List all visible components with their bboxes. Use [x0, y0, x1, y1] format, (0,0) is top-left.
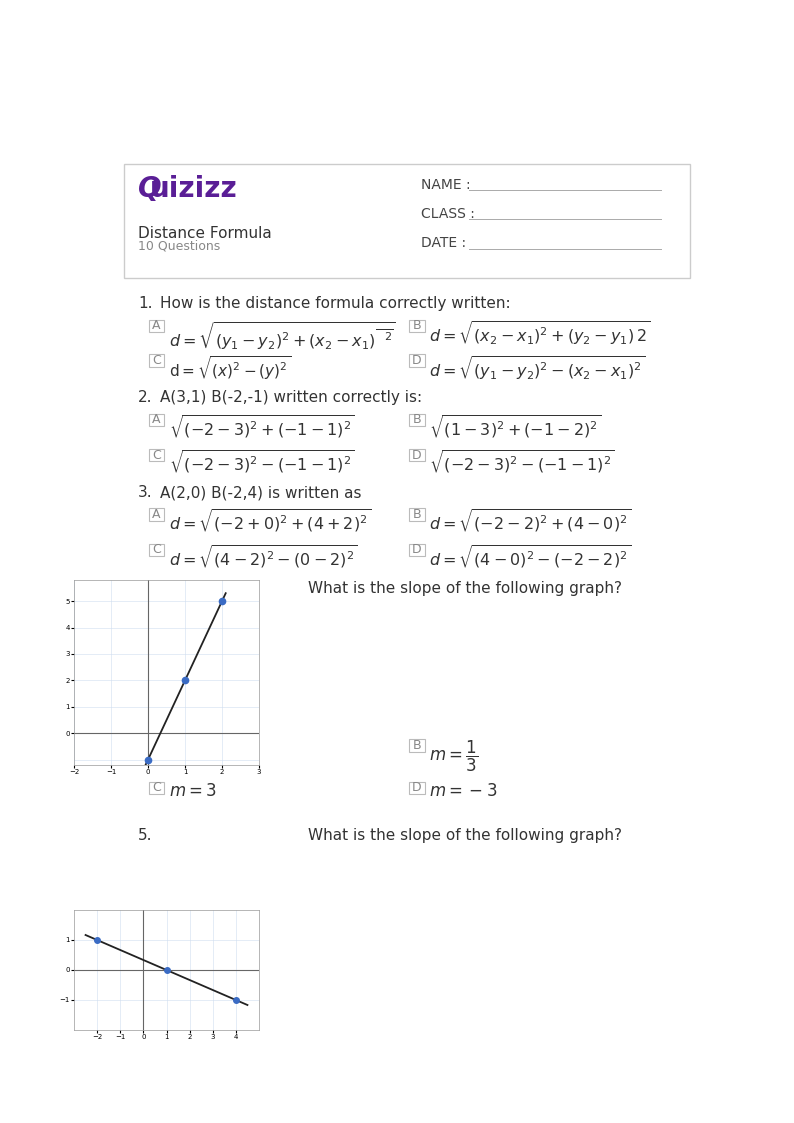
- Text: A(2,0) B(-2,4) is written as: A(2,0) B(-2,4) is written as: [160, 485, 361, 500]
- Text: DATE :: DATE :: [421, 237, 466, 250]
- Text: 2.: 2.: [138, 391, 152, 405]
- Text: D: D: [412, 448, 422, 462]
- Bar: [409, 413, 425, 426]
- Bar: [148, 782, 164, 794]
- Text: What is the slope of the following graph?: What is the slope of the following graph…: [309, 828, 622, 842]
- Text: $d = \sqrt{(4-0)^2-(-2-2)^2}$: $d = \sqrt{(4-0)^2-(-2-2)^2}$: [430, 544, 631, 570]
- Bar: [148, 739, 164, 751]
- Text: $\sqrt{(1-3)^2+(-1-2)^2}$: $\sqrt{(1-3)^2+(-1-2)^2}$: [430, 413, 602, 440]
- Bar: [409, 354, 425, 366]
- Text: 4.: 4.: [138, 582, 152, 596]
- Text: 3.: 3.: [138, 485, 152, 500]
- Bar: [409, 320, 425, 332]
- Text: $m = \dfrac{1}{3}$: $m = \dfrac{1}{3}$: [430, 739, 479, 775]
- Text: NAME :: NAME :: [421, 177, 471, 192]
- Text: 1.: 1.: [138, 296, 152, 311]
- Text: $d = \sqrt{(-2+0)^2+(4+2)^2}$: $d = \sqrt{(-2+0)^2+(4+2)^2}$: [169, 509, 371, 536]
- Text: What is the slope of the following graph?: What is the slope of the following graph…: [309, 582, 622, 596]
- Text: 10 Questions: 10 Questions: [138, 239, 220, 253]
- Text: B: B: [413, 739, 422, 752]
- Text: $d = \sqrt{(x_2 - x_1)^2 + (y_2 - y_1)\,2}$: $d = \sqrt{(x_2 - x_1)^2 + (y_2 - y_1)\,…: [430, 320, 650, 347]
- Bar: [148, 544, 164, 556]
- Bar: [148, 449, 164, 462]
- Text: $m = 4$: $m = 4$: [169, 739, 218, 757]
- Text: uizizz: uizizz: [149, 175, 237, 203]
- Text: $d = \sqrt{(-2-2)^2+(4-0)^2}$: $d = \sqrt{(-2-2)^2+(4-0)^2}$: [430, 509, 631, 536]
- Text: Q: Q: [138, 175, 162, 203]
- Text: A: A: [152, 413, 161, 426]
- Text: D: D: [412, 782, 422, 794]
- Text: $m = -3$: $m = -3$: [430, 782, 498, 800]
- Bar: [148, 509, 164, 521]
- Text: B: B: [413, 413, 422, 426]
- Text: B: B: [413, 508, 422, 521]
- Text: Distance Formula: Distance Formula: [138, 226, 272, 240]
- Text: D: D: [412, 544, 422, 556]
- Text: How is the distance formula correctly written:: How is the distance formula correctly wr…: [160, 296, 511, 311]
- Text: A(3,1) B(-2,-1) written correctly is:: A(3,1) B(-2,-1) written correctly is:: [160, 391, 422, 405]
- Text: A: A: [152, 508, 161, 521]
- Text: A: A: [152, 739, 161, 752]
- Bar: [409, 782, 425, 794]
- Text: B: B: [413, 319, 422, 332]
- Bar: [409, 449, 425, 462]
- Text: C: C: [152, 448, 161, 462]
- Text: D: D: [412, 354, 422, 367]
- Text: C: C: [152, 354, 161, 367]
- Bar: [148, 413, 164, 426]
- Text: $\sqrt{(-2-3)^2+(-1-1)^2}$: $\sqrt{(-2-3)^2+(-1-1)^2}$: [169, 413, 355, 440]
- Text: $\sqrt{(-2-3)^2-(-1-1)^2}$: $\sqrt{(-2-3)^2-(-1-1)^2}$: [169, 449, 355, 476]
- Text: $\mathrm{d} = \sqrt{(x)^2 - (y)^2}$: $\mathrm{d} = \sqrt{(x)^2 - (y)^2}$: [169, 354, 291, 382]
- Text: A: A: [152, 319, 161, 332]
- Text: $m = 3$: $m = 3$: [169, 782, 217, 800]
- Text: 5.: 5.: [138, 828, 152, 842]
- Text: $d = \sqrt{(4-2)^2-(0-2)^2}$: $d = \sqrt{(4-2)^2-(0-2)^2}$: [169, 544, 357, 570]
- Bar: [148, 354, 164, 366]
- Bar: [124, 164, 690, 279]
- Bar: [409, 509, 425, 521]
- Text: $\sqrt{(-2-3)^2-(-1-1)^2}$: $\sqrt{(-2-3)^2-(-1-1)^2}$: [430, 449, 615, 476]
- Text: $d = \sqrt{(y_1 - y_2)^2 - (x_2 - x_1)^2}$: $d = \sqrt{(y_1 - y_2)^2 - (x_2 - x_1)^2…: [430, 354, 646, 382]
- Text: $d = \sqrt{(y_1 - y_2)^2 + (x_2 - x_1)^{\overline{\;\;\;2}}}$: $d = \sqrt{(y_1 - y_2)^2 + (x_2 - x_1)^{…: [169, 320, 395, 350]
- Bar: [409, 544, 425, 556]
- Text: C: C: [152, 544, 161, 556]
- Text: C: C: [152, 782, 161, 794]
- Bar: [148, 320, 164, 332]
- Bar: [409, 739, 425, 751]
- Text: CLASS :: CLASS :: [421, 207, 475, 221]
